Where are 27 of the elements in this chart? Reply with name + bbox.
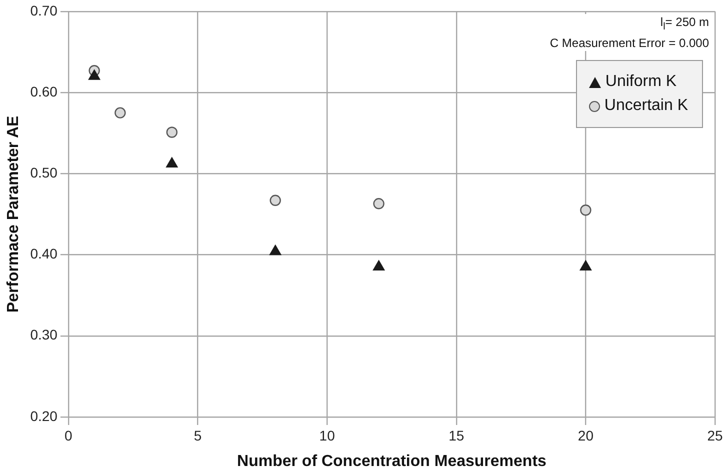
x-tick-label: 15 bbox=[448, 427, 464, 444]
x-axis-title: Number of Concentration Measurements bbox=[237, 452, 547, 470]
point bbox=[270, 244, 282, 256]
point bbox=[270, 194, 281, 206]
x-tick-label: 0 bbox=[64, 427, 73, 444]
y-tick-label: 0.70 bbox=[30, 2, 58, 18]
point bbox=[166, 126, 178, 138]
y-tick-label: 0.60 bbox=[30, 83, 58, 100]
y-axis-title: Performace Parameter AE bbox=[5, 115, 22, 313]
x-tick-label: 20 bbox=[578, 427, 594, 444]
legend-label: Uniform K bbox=[605, 73, 677, 91]
x-tick-label: 5 bbox=[194, 427, 202, 444]
point bbox=[373, 198, 384, 210]
point bbox=[372, 260, 385, 271]
annotation: l$_{l}$= 250 m bbox=[659, 14, 709, 34]
point bbox=[166, 157, 178, 168]
y-tick-label: 0.30 bbox=[30, 326, 58, 343]
x-tick-label: 10 bbox=[319, 427, 336, 444]
x-tick-label: 25 bbox=[707, 427, 723, 444]
y-tick-label: 0.50 bbox=[30, 164, 58, 180]
annotation: C Measurement Error = 0.000 bbox=[550, 35, 709, 52]
legend-label: Uncertain K bbox=[604, 97, 688, 115]
y-tick-label: 0.20 bbox=[30, 408, 58, 424]
point bbox=[580, 260, 592, 271]
point bbox=[580, 204, 592, 216]
point bbox=[114, 107, 126, 118]
y-tick-label: 0.40 bbox=[30, 246, 58, 262]
